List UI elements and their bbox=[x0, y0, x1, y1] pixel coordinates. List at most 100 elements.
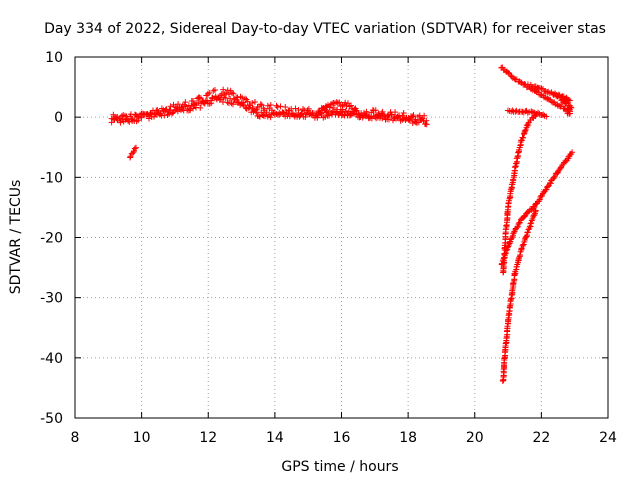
data-point bbox=[544, 183, 551, 190]
data-series bbox=[108, 64, 576, 385]
data-point bbox=[422, 121, 429, 128]
data-point bbox=[267, 102, 274, 109]
ticks: 8 10 12 14 16 18 20 22 24 -50 -40 -30 -20 -10 0 10 bbox=[40, 50, 617, 446]
data-point bbox=[528, 206, 535, 213]
data-point bbox=[353, 107, 360, 114]
series-top_right_cluster bbox=[551, 90, 575, 117]
data-point bbox=[532, 207, 539, 214]
data-point bbox=[212, 93, 219, 100]
data-point bbox=[372, 107, 379, 114]
data-point bbox=[421, 112, 428, 119]
data-point bbox=[321, 107, 328, 114]
y-tick-label: -10 bbox=[40, 170, 63, 186]
x-tick-label: 16 bbox=[333, 430, 351, 446]
data-point bbox=[317, 109, 324, 116]
data-point bbox=[196, 94, 203, 101]
data-point bbox=[409, 113, 416, 120]
x-tick-label: 14 bbox=[266, 430, 284, 446]
data-point bbox=[538, 85, 545, 92]
data-point bbox=[527, 220, 534, 227]
series-steep_curve_c bbox=[499, 207, 539, 385]
data-point bbox=[190, 98, 197, 105]
data-point bbox=[246, 104, 253, 111]
data-point bbox=[506, 195, 513, 202]
y-axis-label: SDTVAR / TECUs bbox=[8, 180, 24, 295]
data-point bbox=[225, 91, 232, 98]
data-point bbox=[131, 117, 138, 124]
data-point bbox=[162, 106, 169, 113]
data-point bbox=[245, 105, 252, 112]
data-point bbox=[190, 105, 197, 112]
data-point bbox=[160, 108, 167, 115]
data-point bbox=[379, 115, 386, 122]
data-point bbox=[108, 119, 115, 126]
data-point bbox=[519, 242, 526, 249]
data-point bbox=[344, 100, 351, 107]
series-ascending_line_b bbox=[498, 149, 576, 268]
data-point bbox=[521, 213, 528, 220]
data-point bbox=[524, 109, 531, 116]
series-lower_band bbox=[108, 93, 430, 128]
data-point bbox=[540, 111, 547, 118]
y-tick-label: -20 bbox=[40, 231, 63, 247]
data-point bbox=[538, 112, 545, 119]
data-point bbox=[344, 111, 351, 118]
data-point bbox=[550, 174, 557, 181]
data-point bbox=[117, 119, 124, 126]
data-point bbox=[528, 220, 535, 227]
data-point bbox=[305, 110, 312, 117]
x-tick-label: 18 bbox=[399, 430, 417, 446]
data-point bbox=[347, 102, 354, 109]
data-point bbox=[525, 226, 532, 233]
data-point bbox=[400, 109, 407, 116]
data-point bbox=[171, 107, 178, 114]
data-point bbox=[503, 247, 510, 254]
data-point bbox=[384, 116, 391, 123]
data-point bbox=[379, 108, 386, 115]
x-tick-label: 20 bbox=[466, 430, 484, 446]
data-point bbox=[519, 108, 526, 115]
data-point bbox=[132, 144, 139, 151]
data-point bbox=[220, 86, 227, 93]
data-point bbox=[282, 104, 289, 111]
x-tick-label: 12 bbox=[199, 430, 217, 446]
data-point bbox=[520, 241, 527, 248]
data-point bbox=[423, 117, 430, 124]
data-point bbox=[336, 99, 343, 106]
data-point bbox=[131, 145, 138, 152]
data-point bbox=[326, 104, 333, 111]
data-point bbox=[504, 323, 511, 330]
series-bump_15_16 bbox=[315, 99, 360, 116]
data-point bbox=[542, 88, 549, 95]
x-axis-label: GPS time / hours bbox=[281, 459, 398, 475]
data-point bbox=[533, 111, 540, 118]
data-point bbox=[179, 106, 186, 113]
series-short_segment_9_7 bbox=[127, 144, 139, 161]
y-tick-label: -30 bbox=[40, 291, 63, 307]
data-point bbox=[334, 100, 341, 107]
data-point bbox=[533, 88, 540, 95]
data-point bbox=[302, 114, 309, 121]
data-point bbox=[408, 114, 415, 121]
data-point bbox=[555, 169, 562, 176]
data-point bbox=[258, 102, 265, 109]
data-point bbox=[175, 101, 182, 108]
y-tick-label: 10 bbox=[45, 50, 63, 66]
data-point bbox=[508, 295, 515, 302]
data-point bbox=[518, 137, 525, 144]
data-point bbox=[520, 134, 527, 141]
x-tick-label: 22 bbox=[532, 430, 550, 446]
data-point bbox=[197, 104, 204, 111]
data-point bbox=[127, 113, 134, 120]
data-point bbox=[543, 113, 550, 120]
data-point bbox=[305, 105, 312, 112]
data-point bbox=[292, 105, 299, 112]
data-point bbox=[364, 110, 371, 117]
series-horizontal_near_one bbox=[504, 107, 550, 120]
data-point bbox=[411, 118, 418, 125]
data-point bbox=[295, 106, 302, 113]
data-point bbox=[273, 102, 280, 109]
data-point bbox=[276, 111, 283, 118]
